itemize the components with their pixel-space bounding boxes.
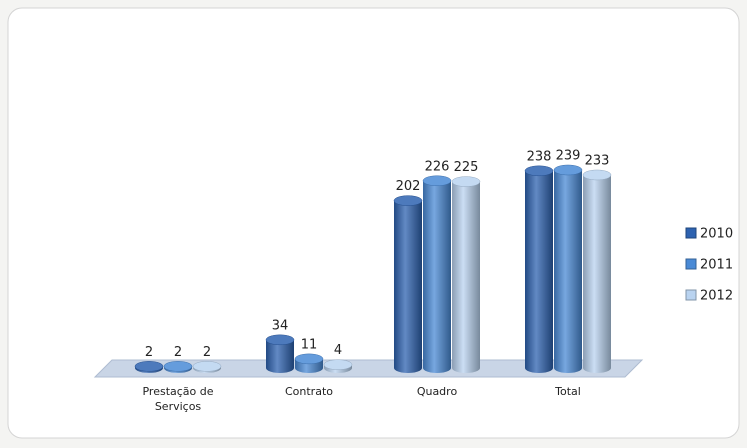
data-label: 239 — [556, 149, 581, 164]
bar-top — [524, 165, 554, 177]
bar — [524, 165, 554, 373]
bar-top — [451, 176, 481, 187]
bar-top — [163, 361, 193, 372]
data-label: 2 — [145, 345, 153, 360]
bar-body — [452, 181, 480, 373]
bar — [134, 361, 164, 373]
legend-swatch — [685, 289, 697, 301]
data-label: 4 — [334, 343, 342, 358]
x-tick-label: Quadro — [416, 385, 458, 398]
data-label: 225 — [454, 160, 479, 175]
data-label: 226 — [425, 159, 450, 174]
bar-top — [265, 334, 295, 346]
legend-label: 2011 — [700, 258, 733, 273]
data-label: 2 — [203, 345, 211, 360]
bar — [163, 361, 193, 373]
bar-top — [294, 353, 324, 365]
bar-top — [582, 169, 612, 181]
legend-swatch — [685, 258, 697, 270]
bar — [192, 361, 222, 373]
bar — [451, 176, 481, 373]
x-tick-label: Total — [555, 385, 581, 398]
legend-label: 2010 — [700, 227, 733, 242]
bar — [323, 359, 353, 373]
bar-top — [134, 361, 164, 372]
bar-body — [525, 170, 553, 373]
bar-body — [394, 200, 422, 373]
legend-swatch — [685, 227, 697, 239]
legend-label: 2012 — [700, 289, 733, 304]
bar-top — [393, 195, 423, 206]
bar-body — [583, 174, 611, 373]
data-label: 11 — [301, 337, 318, 352]
bar-top — [323, 359, 353, 370]
bar-top — [192, 361, 222, 372]
data-label: 202 — [396, 179, 421, 194]
bar-top — [422, 175, 452, 187]
bar — [393, 195, 423, 373]
data-label: 238 — [527, 149, 552, 164]
bar-body — [266, 339, 294, 373]
data-label: 2 — [174, 345, 182, 360]
bar — [553, 164, 583, 373]
bar-body — [554, 170, 582, 373]
bar — [294, 353, 324, 373]
bar — [265, 334, 295, 373]
data-label: 34 — [272, 318, 289, 333]
bar — [422, 175, 452, 373]
x-tick-label: Contrato — [284, 385, 333, 398]
x-tick-label: Prestação de Serviços — [142, 385, 214, 413]
data-label: 233 — [585, 153, 610, 168]
bar-body — [423, 180, 451, 373]
floor — [93, 359, 644, 378]
bar-top — [553, 164, 583, 176]
bar — [582, 169, 612, 373]
